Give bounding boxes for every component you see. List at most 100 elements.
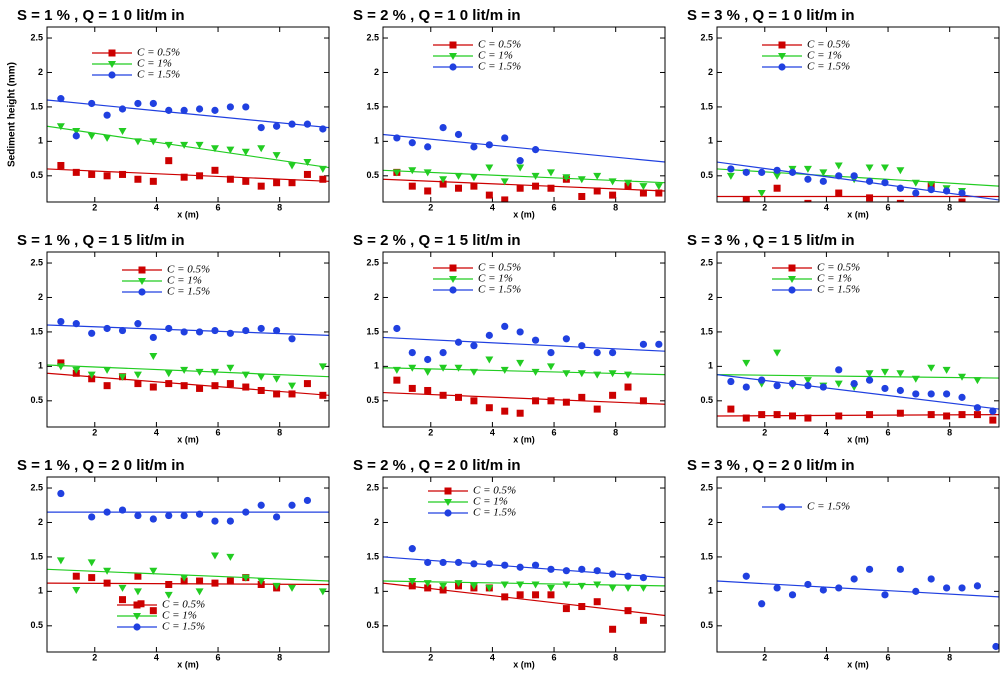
marker-circle <box>439 348 447 357</box>
marker-triangle <box>562 581 571 589</box>
marker-triangle <box>408 167 417 175</box>
legend-label: C = 1.5% <box>478 61 521 73</box>
marker-circle <box>485 141 493 149</box>
marker-triangle <box>257 373 266 381</box>
y-tick-label: 1.5 <box>366 551 379 561</box>
marker-circle <box>655 340 663 348</box>
marker-square <box>257 182 265 190</box>
marker-square <box>88 170 96 178</box>
panel: S = 3 % , Q = 1 0 lit/m in 0.5 1 1.5 2 2.5 2 4 6… <box>687 7 1000 219</box>
x-tick-label: 4 <box>490 652 495 662</box>
marker-triangle <box>272 152 281 160</box>
marker-circle <box>424 558 432 567</box>
marker-circle <box>835 366 843 374</box>
marker-circle <box>516 328 524 336</box>
marker-circle <box>912 587 920 595</box>
marker-square <box>973 411 981 419</box>
marker-triangle <box>149 138 158 146</box>
marker-circle <box>727 165 735 173</box>
marker-circle <box>195 510 204 518</box>
legend-label: C = 0.5% <box>167 264 210 276</box>
panel: S = 2 % , Q = 1 0 lit/m in 0.5 1 1.5 2 2.5 2 4 6… <box>353 7 666 219</box>
y-tick-label: 1 <box>708 361 713 371</box>
marker-circle <box>943 584 951 592</box>
y-tick-label: 1.5 <box>700 551 713 561</box>
marker-triangle <box>562 174 571 182</box>
marker-circle <box>788 286 796 294</box>
marker-triangle <box>624 584 633 592</box>
marker-square <box>455 393 463 401</box>
y-tick-label: 0.5 <box>366 170 379 180</box>
marker-triangle <box>500 581 509 589</box>
marker-circle <box>257 501 265 509</box>
marker-triangle <box>149 353 158 361</box>
marker-circle <box>211 106 219 114</box>
trend-line <box>47 582 329 586</box>
marker-circle <box>118 506 127 514</box>
marker-triangle <box>880 164 889 172</box>
marker-triangle <box>439 582 448 590</box>
marker-circle <box>865 177 874 185</box>
marker-square <box>727 405 735 413</box>
marker-triangle <box>834 162 843 170</box>
x-tick-label: 8 <box>613 652 618 662</box>
marker-circle <box>624 572 632 580</box>
marker-square <box>408 582 416 590</box>
marker-triangle <box>608 370 617 378</box>
trend-line <box>717 580 999 598</box>
marker-triangle <box>469 582 478 590</box>
y-tick-label: 2 <box>374 292 379 302</box>
y-tick-label: 2.5 <box>366 257 379 267</box>
y-tick-label: 2 <box>38 67 43 77</box>
marker-square <box>455 184 463 192</box>
marker-square <box>180 173 188 181</box>
marker-circle <box>118 105 127 113</box>
marker-circle <box>273 122 281 130</box>
marker-circle <box>881 179 889 187</box>
marker-circle <box>819 586 827 594</box>
marker-circle <box>211 326 219 335</box>
marker-circle <box>531 561 540 569</box>
marker-square <box>532 397 540 405</box>
marker-square <box>758 411 766 419</box>
legend-label: C = 1.5% <box>478 284 521 296</box>
marker-square <box>72 572 80 580</box>
plot-area <box>47 489 329 615</box>
marker-triangle <box>257 145 266 153</box>
marker-circle <box>288 335 296 343</box>
legend-label: C = 1% <box>817 273 852 285</box>
legend-label: C = 1.5% <box>167 286 210 298</box>
legend-label: C = 1% <box>162 610 197 622</box>
marker-circle <box>835 584 843 592</box>
marker-triangle <box>241 574 250 582</box>
marker-circle <box>819 383 827 391</box>
marker-triangle <box>546 584 555 592</box>
plot-area <box>383 123 665 202</box>
legend-label: C = 0.5% <box>807 39 850 51</box>
marker-circle <box>103 111 111 119</box>
marker-triangle <box>72 586 81 594</box>
y-tick-label: 2.5 <box>30 257 43 267</box>
legend-label: C = 1.5% <box>473 507 516 519</box>
marker-triangle <box>880 368 889 376</box>
marker-circle <box>547 348 555 357</box>
trend-line <box>717 374 999 379</box>
panel: S = 1 % , Q = 2 0 lit/m in 0.5 1 1.5 2 2.5 2 4 6… <box>17 457 330 669</box>
marker-triangle <box>180 141 189 149</box>
marker-triangle <box>108 61 116 68</box>
marker-triangle <box>485 584 494 592</box>
panel: S = 3 % , Q = 2 0 lit/m in 0.5 1 1.5 2 2.5 2 4 6… <box>687 457 1000 669</box>
marker-circle <box>639 573 648 582</box>
marker-circle <box>470 342 478 350</box>
marker-circle <box>165 324 173 333</box>
marker-circle <box>118 326 127 335</box>
marker-circle <box>989 407 997 415</box>
marker-square <box>288 179 296 187</box>
y-tick-label: 0.5 <box>30 620 43 630</box>
x-tick-label: 8 <box>277 202 282 212</box>
marker-circle <box>134 320 142 328</box>
plot-area <box>47 95 329 190</box>
marker-circle <box>242 508 250 516</box>
marker-circle <box>742 572 750 580</box>
marker-circle <box>180 511 188 520</box>
